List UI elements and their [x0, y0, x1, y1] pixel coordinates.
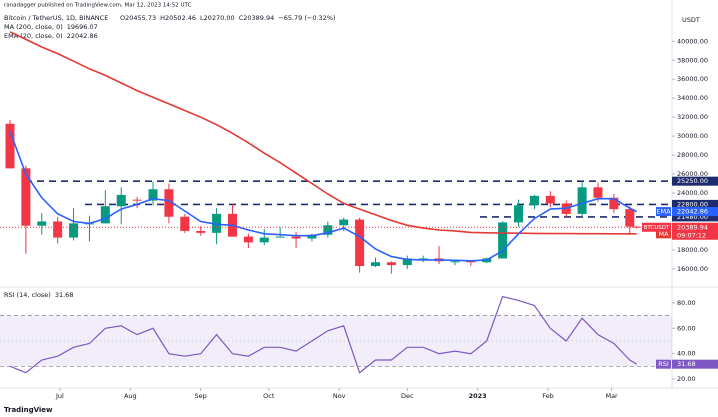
symbol-box — [642, 222, 671, 232]
candle-body — [243, 236, 253, 243]
x-tick-label: Jul — [55, 392, 64, 400]
candle-body — [291, 236, 301, 239]
last-price-label: 20389.94 — [677, 223, 708, 231]
overlay-value: 22042.86 — [677, 208, 708, 216]
author-line: ranadagger published on TradingView.com,… — [4, 3, 192, 9]
overlay-line — [9, 31, 637, 235]
rsi-value-box — [672, 359, 718, 369]
ohlc-value: −65.79 (−0.32%) — [278, 14, 335, 22]
candle-body — [116, 194, 126, 207]
overlay-name: EMA — [656, 208, 671, 216]
y-tick-label: 18000.00 — [677, 246, 708, 254]
rsi-title: RSI (14, close) — [4, 291, 51, 299]
x-tick-label: Nov — [333, 392, 346, 400]
y-tick-label: 24000.00 — [677, 189, 708, 197]
ohlc-value: L20270.00 — [200, 14, 235, 22]
rsi-name-box — [656, 359, 671, 369]
y-tick-label: 16000.00 — [677, 265, 708, 273]
rsi-line — [9, 295, 637, 374]
rsi-name: RSI — [658, 360, 669, 368]
candle-body — [37, 221, 47, 226]
y-tick-label: 34000.00 — [677, 94, 708, 102]
last-price-box — [672, 222, 718, 240]
x-tick-label: Oct — [263, 392, 275, 400]
candle-body — [371, 262, 381, 267]
brand: TradingView — [4, 406, 53, 414]
rsi-value: 31.68 — [677, 360, 696, 368]
level-box — [672, 199, 718, 209]
x-tick-label: 2023 — [469, 392, 487, 400]
rsi-tick-label: 60.00 — [677, 324, 696, 332]
candle-body — [164, 189, 174, 217]
candle-body — [386, 262, 396, 266]
x-tick-label: Aug — [124, 392, 137, 400]
candle-body — [69, 223, 79, 238]
candle-body — [21, 168, 31, 226]
candle-body — [307, 234, 317, 239]
candle-body — [275, 236, 285, 238]
y-tick-label: 38000.00 — [677, 56, 708, 64]
candle-body — [577, 187, 587, 214]
ohlc-value: O20455.73 — [120, 14, 156, 22]
rsi-tick-label: 40.00 — [677, 350, 696, 358]
symbol: Bitcoin / TetherUS, 1D, BINANCE — [4, 14, 108, 22]
candle-body — [212, 213, 222, 233]
indicator-name: EMA (20, close, 0) — [4, 32, 63, 40]
overlay-line — [9, 131, 637, 262]
y-tick-label: 36000.00 — [677, 75, 708, 83]
ohlc-value: C20389.94 — [239, 14, 275, 22]
x-tick-label: Sep — [195, 392, 207, 400]
level-box — [672, 212, 718, 222]
candle-body — [355, 219, 365, 267]
y-tick-label: 32000.00 — [677, 113, 708, 121]
candle-body — [593, 187, 603, 198]
rsi-title-value: 31.68 — [55, 291, 74, 299]
candle-body — [196, 230, 206, 233]
level-label: 21480.00 — [677, 213, 708, 221]
y-tick-label: 26000.00 — [677, 170, 708, 178]
y-tick-label: 30000.00 — [677, 132, 708, 140]
overlay-box — [672, 207, 718, 217]
candle-body — [529, 195, 539, 206]
candle-body — [418, 258, 428, 260]
candle-body — [259, 237, 269, 243]
candle-body — [609, 197, 619, 210]
candle-body — [148, 189, 158, 201]
x-tick-label: Mar — [605, 392, 618, 400]
overlay-name-box — [656, 207, 671, 217]
rsi-tick-label: 80.00 — [677, 299, 696, 307]
symbol-label: BTCUSDT — [644, 225, 670, 231]
y-tick-label: 40000.00 — [677, 37, 708, 45]
candle-body — [514, 205, 524, 223]
countdown: 09:07:12 — [677, 231, 706, 239]
candle-body — [339, 219, 349, 226]
rsi-tick-label: 20.00 — [677, 375, 696, 383]
ohlc-value: H20502.46 — [160, 14, 196, 22]
level-label: 25250.00 — [677, 177, 708, 185]
candle-body — [53, 221, 63, 238]
candle-body — [498, 222, 508, 259]
candle-body — [545, 195, 555, 204]
candle-body — [402, 258, 412, 266]
candle-body — [450, 261, 460, 263]
overlay-name: MA — [658, 230, 669, 238]
candle-body — [132, 199, 142, 201]
candle-body — [100, 206, 110, 224]
candle-body — [180, 216, 190, 231]
x-tick-label: Feb — [542, 392, 554, 400]
indicator-value: 19696.07 — [67, 23, 98, 31]
candle-body — [466, 261, 476, 263]
overlay-name-box — [656, 229, 671, 239]
x-tick-label: Dec — [401, 392, 414, 400]
candle-body — [323, 225, 333, 235]
indicator-value: 22042.86 — [67, 32, 98, 40]
y-tick-label: 28000.00 — [677, 151, 708, 159]
indicator-name: MA (200, close, 0) — [4, 23, 63, 31]
level-label: 22800.00 — [677, 200, 708, 208]
candle-body — [625, 209, 635, 227]
y-axis-label: USDT — [682, 16, 700, 24]
level-box — [672, 176, 718, 186]
candle-body — [5, 123, 15, 169]
